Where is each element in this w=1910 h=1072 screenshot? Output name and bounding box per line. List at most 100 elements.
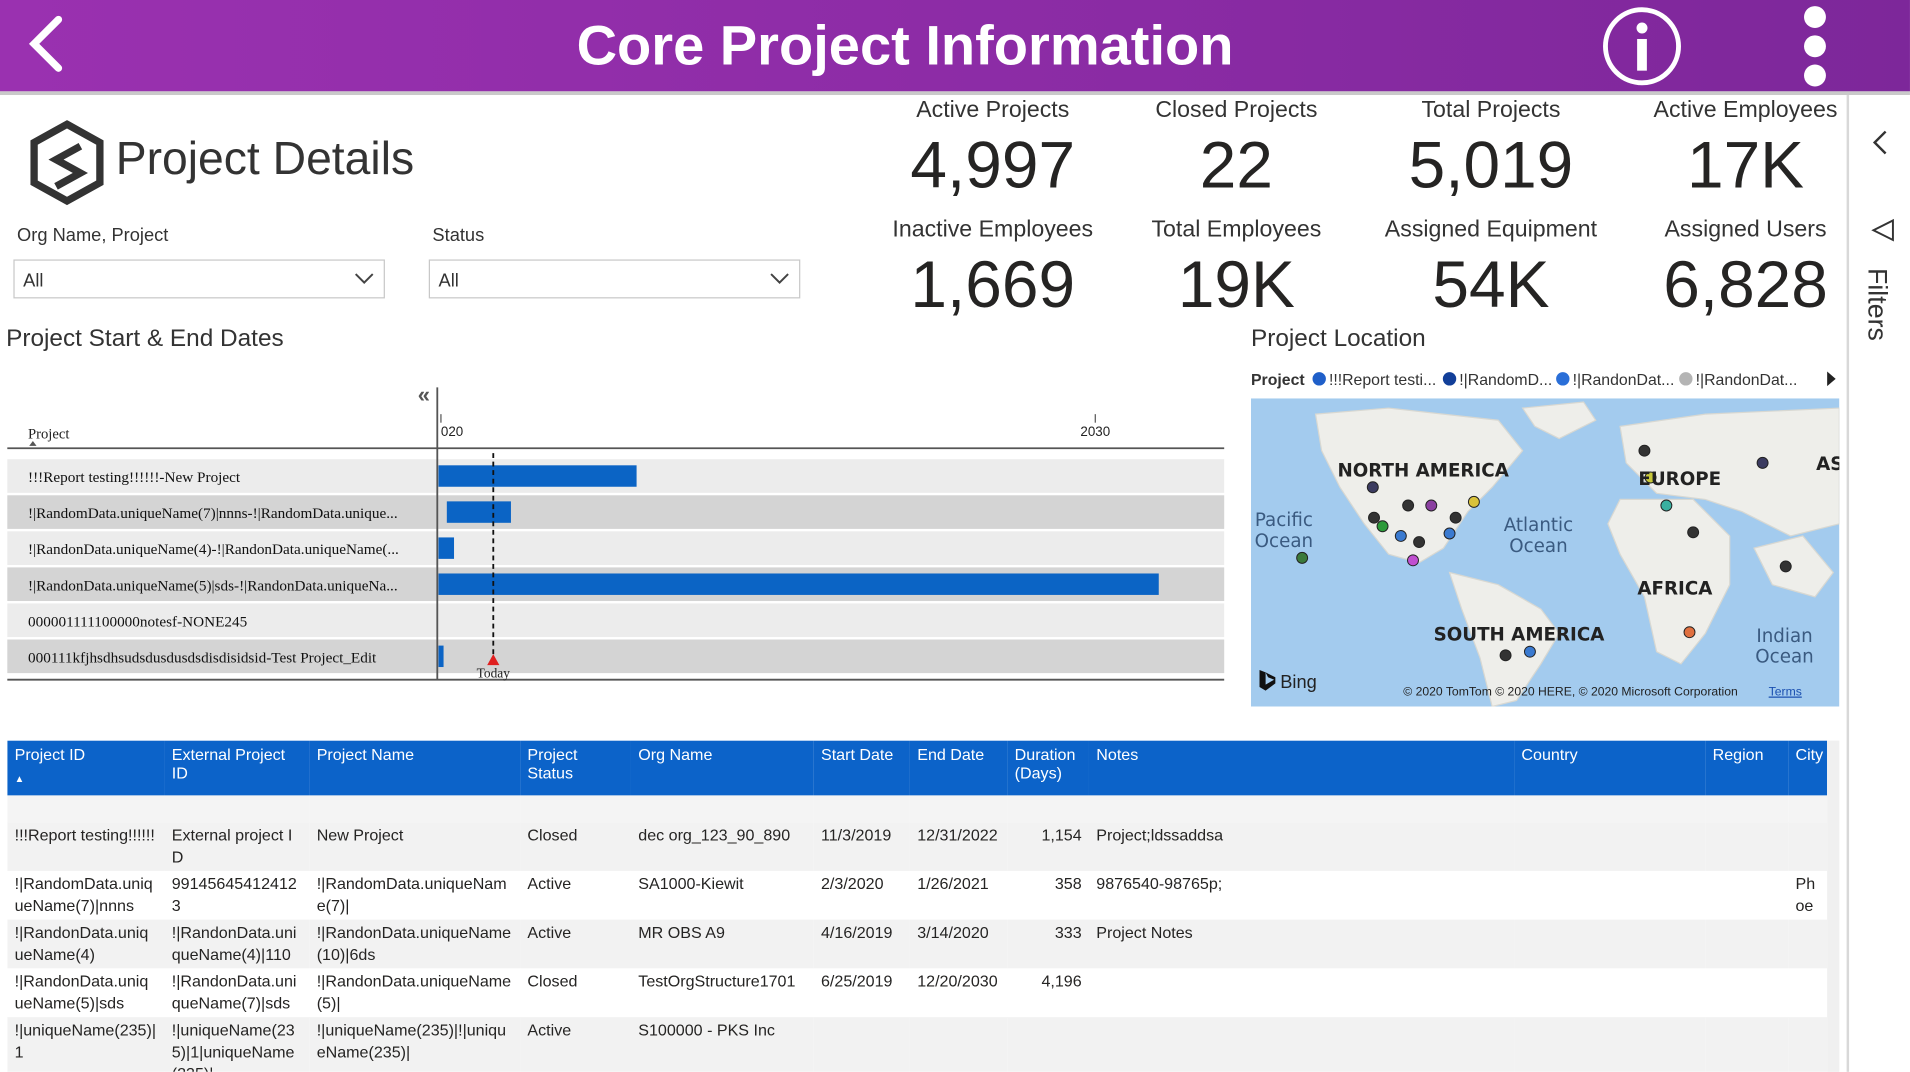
column-header[interactable]: Start Date — [814, 741, 910, 796]
x-tick-label: 2030 — [1080, 424, 1110, 439]
gantt-bar — [438, 646, 444, 667]
kpi-value: 22 — [1115, 128, 1359, 204]
map-location-dot — [1426, 500, 1437, 511]
table-cell: MR OBS A9 — [631, 920, 814, 969]
logo — [27, 119, 107, 207]
table-cell: 1/26/2021 — [910, 871, 1007, 920]
kpi-value: 1,669 — [871, 247, 1115, 323]
header-title: Core Project Information — [0, 12, 1810, 78]
column-header[interactable]: End Date — [910, 741, 1007, 796]
table-row: !!!Report testing!!!!!!External project … — [7, 822, 1827, 871]
filter-label: Status — [432, 225, 484, 246]
table-cell: 991456454124123 — [164, 871, 309, 920]
table-cell — [1788, 822, 1827, 871]
gantt-row-label: !|RandonData.uniqueName(4)-!|RandonData.… — [28, 541, 399, 558]
page-title: Project Details — [116, 134, 414, 186]
map-label: PacificOcean — [1255, 510, 1313, 552]
table-cell: 358 — [1007, 871, 1089, 920]
legend-entry: !|RandonDat... — [1696, 372, 1798, 389]
column-header[interactable]: Project Name — [309, 741, 520, 796]
spacer-cell — [1514, 795, 1705, 822]
table-cell: Project;ldssaddsa — [1089, 822, 1514, 871]
table-cell: Closed — [520, 822, 631, 871]
legend-entry: !|RandomD... — [1459, 372, 1552, 389]
dropdown[interactable]: All — [13, 259, 385, 298]
header-row: Project ID▲External Project IDProject Na… — [7, 741, 1827, 796]
legend-entry: !|RandonDat... — [1573, 372, 1675, 389]
table-cell: !|RandonData.uniqueName(4) — [7, 920, 164, 969]
map-location-dot — [1524, 646, 1535, 657]
collapse-arrow[interactable] — [1871, 129, 1890, 156]
table-cell: 1,154 — [1007, 822, 1089, 871]
column-header[interactable]: Duration (Days) — [1007, 741, 1089, 796]
scrollbar[interactable] — [1827, 741, 1839, 1072]
table-cell: dec org_123_90_890 — [631, 822, 814, 871]
table-cell: New Project — [309, 822, 520, 871]
table-row: !|RandonData.uniqueName(5)|sds!|RandonDa… — [7, 968, 1827, 1017]
map-label: NORTH AMERICA — [1337, 460, 1509, 481]
map-location-dot — [1395, 530, 1406, 541]
table-cell: TestOrgStructure1701 — [631, 968, 814, 1017]
column-header[interactable]: Country — [1514, 741, 1705, 796]
column-header[interactable]: External Project ID — [164, 741, 309, 796]
kpi-value: 54K — [1369, 247, 1613, 323]
column-header[interactable]: Region — [1705, 741, 1788, 796]
map-label: AS — [1816, 454, 1843, 475]
today-label: Today — [477, 665, 511, 680]
map-location-dot — [1414, 537, 1425, 548]
map-location-dot — [1444, 528, 1455, 539]
kpi-value: 17K — [1624, 128, 1868, 204]
map-terms[interactable]: Terms — [1769, 685, 1802, 699]
project-table: Project ID▲External Project IDProject Na… — [7, 741, 1827, 1072]
table-cell: Project Notes — [1089, 920, 1514, 969]
kpi-label: Closed Projects — [1115, 97, 1359, 124]
legend-next[interactable] — [1827, 372, 1836, 387]
kpi-label: Assigned Equipment — [1369, 217, 1613, 244]
table-cell: 333 — [1007, 920, 1089, 969]
map-location-dot — [1408, 555, 1419, 566]
info-button[interactable] — [1599, 5, 1684, 88]
table-cell: S100000 - PKS Inc — [631, 1017, 814, 1072]
table-cell: 3/14/2020 — [910, 920, 1007, 969]
table-cell — [1007, 1017, 1089, 1072]
table-row: !|RandonData.uniqueName(4)!|RandonData.u… — [7, 920, 1827, 969]
sort-indicator: ▲ — [15, 773, 158, 784]
table-cell — [1514, 871, 1705, 920]
column-header[interactable]: Org Name — [631, 741, 814, 796]
table-cell: !|uniqueName(235)|!|uniqueName(235)| — [309, 1017, 520, 1072]
table-cell — [1788, 968, 1827, 1017]
column-header[interactable]: Project ID▲ — [7, 741, 164, 796]
map-label: SOUTH AMERICA — [1434, 625, 1606, 646]
table-cell: !|uniqueName(235)|1 — [7, 1017, 164, 1072]
table-container: Project ID▲External Project IDProject Na… — [7, 741, 1827, 1072]
table-cell — [910, 1017, 1007, 1072]
spacer-cell — [520, 795, 631, 822]
table-cell: SA1000-Kiewit — [631, 871, 814, 920]
spacer-cell — [309, 795, 520, 822]
table-cell: 4,196 — [1007, 968, 1089, 1017]
dropdown[interactable]: All — [429, 259, 801, 298]
gantt-bar — [407, 573, 1159, 594]
table-cell: Active — [520, 871, 631, 920]
map-location-dot — [1367, 482, 1378, 493]
dropdown-chevron — [354, 272, 373, 287]
column-header[interactable]: Notes — [1089, 741, 1514, 796]
gantt-row-label: 000001111100000notesf-NONE245 — [28, 613, 248, 630]
more-menu[interactable] — [1798, 2, 1832, 90]
gantt-bar — [430, 465, 636, 486]
table-cell: !|RandonData.uniqueName(4)|110 — [164, 920, 309, 969]
column-header[interactable]: Project Status — [520, 741, 631, 796]
kpi-value: 4,997 — [871, 128, 1115, 204]
spacer-cell — [910, 795, 1007, 822]
map-location-dot — [1369, 512, 1380, 523]
table-cell: !|RandomData.uniqueName(7)| — [309, 871, 520, 920]
filter-label: Org Name, Project — [17, 225, 168, 246]
gantt-bar — [447, 501, 511, 522]
kpi-value: 19K — [1115, 247, 1359, 323]
column-header[interactable]: City — [1788, 741, 1827, 796]
x-tick-label: 020 — [441, 424, 463, 439]
spacer-cell — [1788, 795, 1827, 822]
table-cell: !!!Report testing!!!!!! — [7, 822, 164, 871]
